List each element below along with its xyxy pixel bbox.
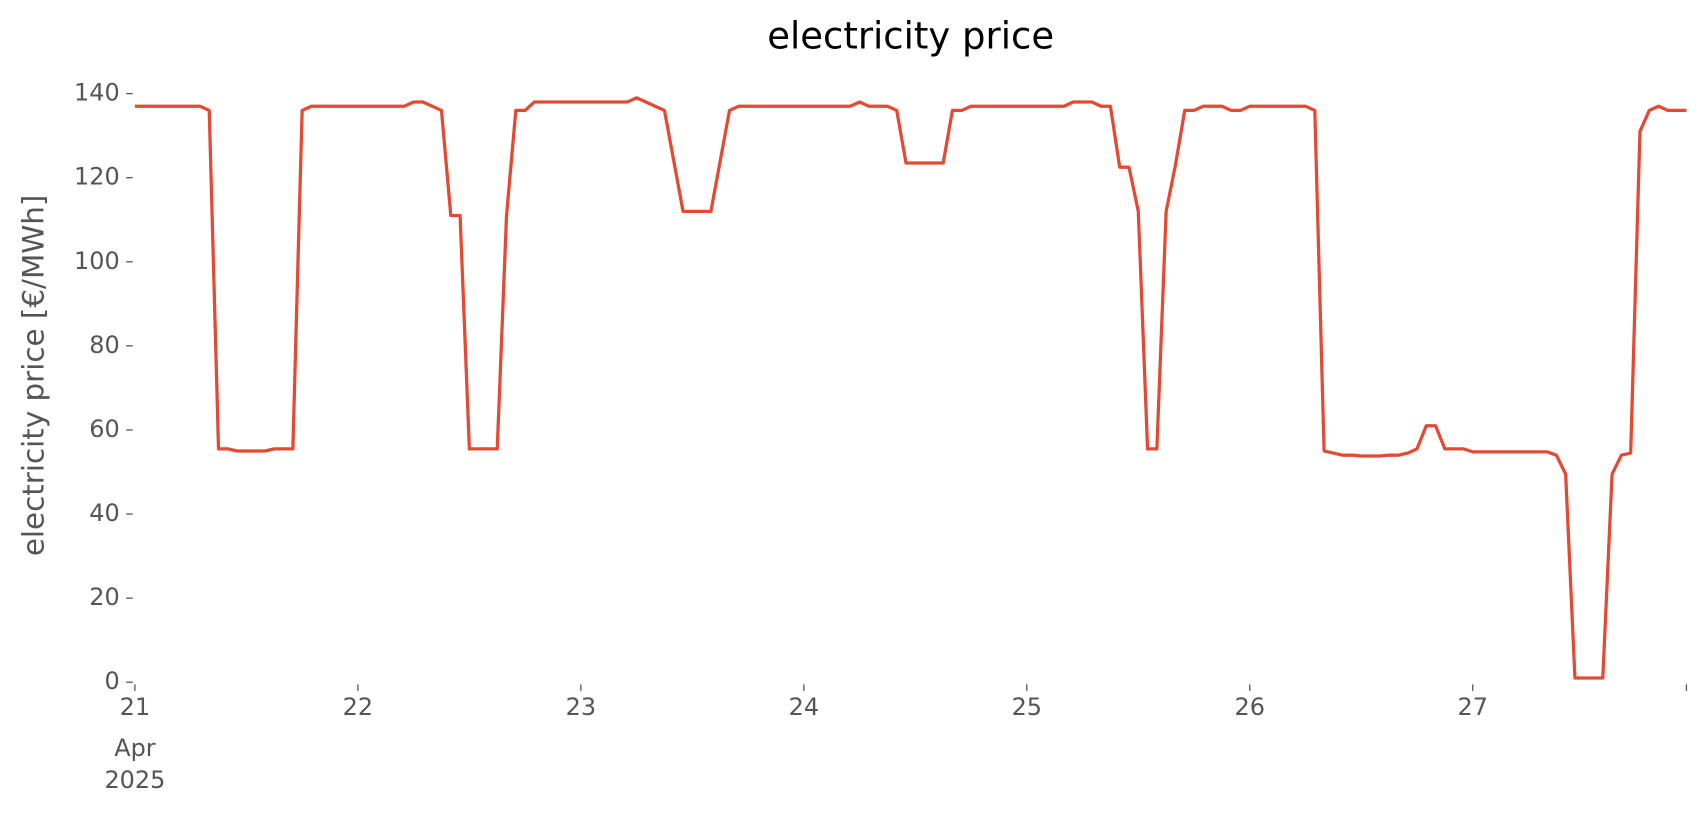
y-axis-label: electricity price [€/MWh] (16, 195, 50, 557)
y-tick-label: 20 (89, 583, 119, 611)
x-tick-label: 23 (566, 693, 596, 721)
x-tick-month: Apr (114, 734, 156, 762)
price-line (134, 96, 1687, 680)
y-tick-label: 0 (104, 667, 119, 695)
chart-title: electricity price (767, 15, 1054, 58)
x-tick-label: 27 (1458, 693, 1488, 721)
x-tick-label: 24 (789, 693, 819, 721)
x-tick-label: 25 (1012, 693, 1042, 721)
y-tick-label: 120 (74, 163, 120, 191)
y-tick-label: 100 (74, 247, 120, 275)
y-tick-label: 80 (89, 331, 119, 359)
y-tick-label: 60 (89, 415, 119, 443)
x-tick-label: 21 (120, 693, 150, 721)
x-tick-year: 2025 (104, 766, 165, 794)
x-tick-label: 26 (1235, 693, 1265, 721)
y-tick-label: 140 (74, 79, 120, 107)
x-tick-label: 22 (343, 693, 373, 721)
y-tick-label: 40 (89, 499, 119, 527)
